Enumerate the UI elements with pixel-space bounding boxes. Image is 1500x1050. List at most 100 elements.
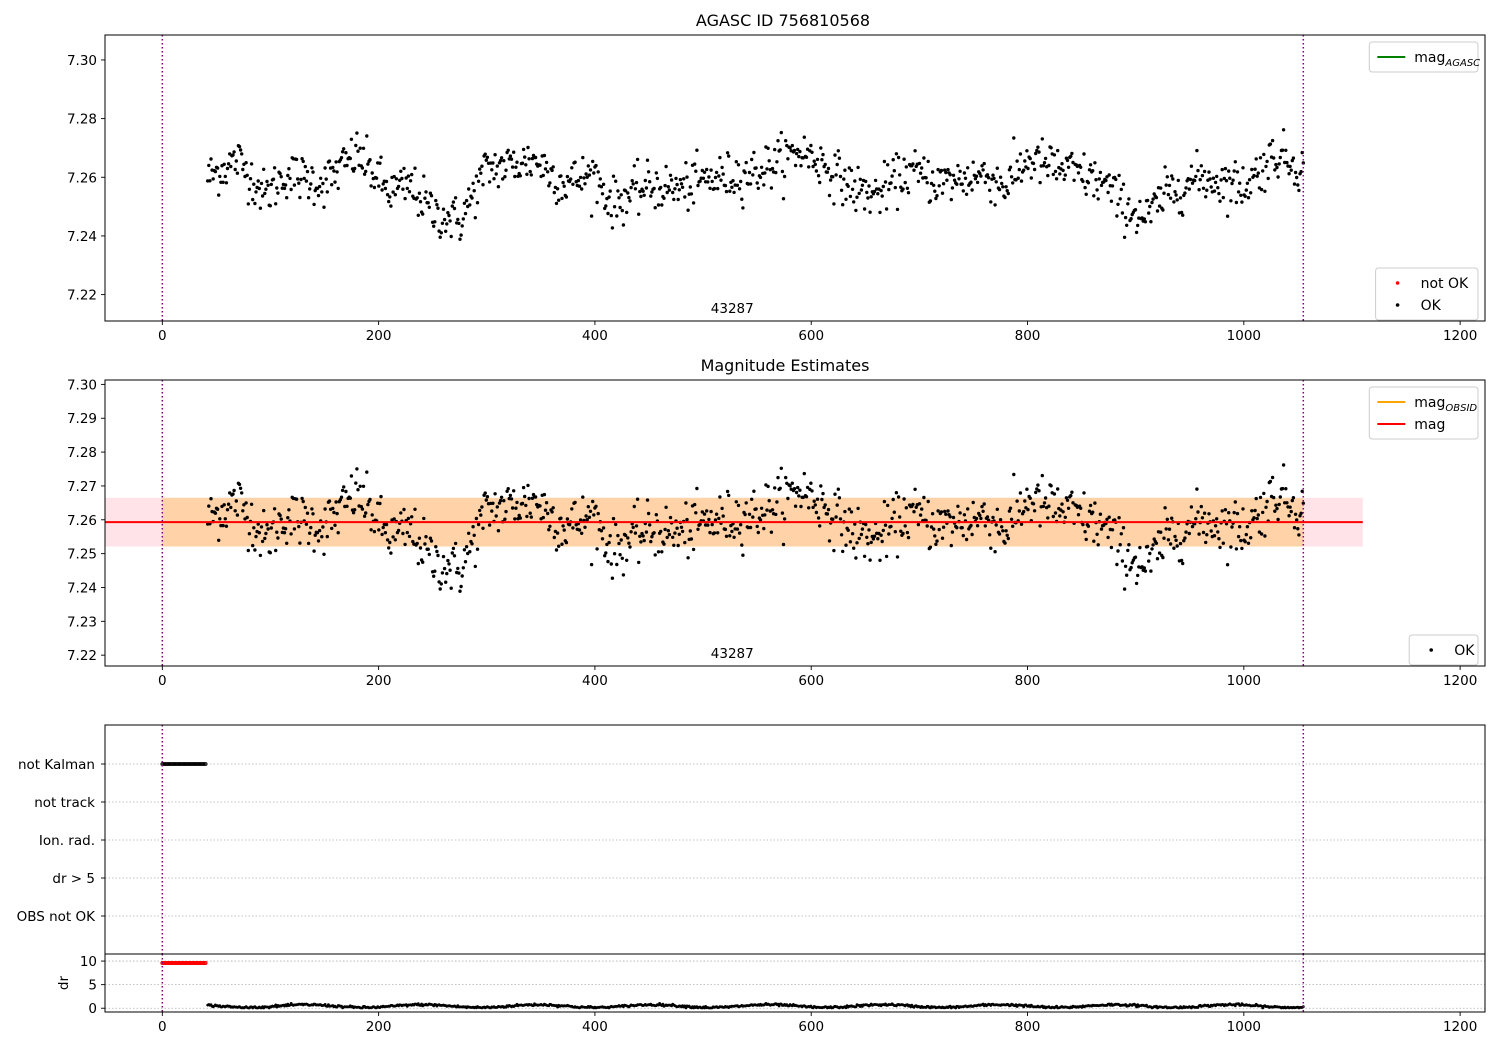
data-point [263, 191, 267, 196]
data-point [358, 146, 362, 150]
data-point [901, 531, 905, 536]
data-point [1201, 186, 1206, 190]
data-point [546, 170, 550, 174]
data-point [429, 194, 434, 198]
data-point [1270, 475, 1275, 480]
data-point [1181, 213, 1185, 217]
data-point [798, 149, 802, 154]
data-point [218, 517, 222, 521]
data-point [1087, 168, 1092, 172]
data-point [1079, 165, 1083, 169]
data-point [882, 159, 887, 164]
data-point [1043, 496, 1048, 500]
data-point [560, 542, 564, 546]
data-point [325, 190, 329, 194]
data-point [1023, 159, 1027, 163]
data-point [1220, 509, 1224, 513]
data-point [869, 195, 873, 199]
data-point [1201, 530, 1206, 535]
data-point [1263, 189, 1267, 193]
data-point [490, 509, 494, 513]
data-point [209, 157, 213, 161]
data-point [1092, 194, 1096, 198]
data-point [1222, 176, 1227, 181]
data-point [524, 503, 528, 508]
data-point [292, 183, 297, 187]
data-point [869, 540, 873, 545]
data-point [1272, 495, 1276, 500]
data-point [1065, 498, 1070, 502]
data-point [1189, 505, 1194, 509]
data-point [775, 500, 779, 504]
data-point [906, 535, 911, 540]
data-point [1119, 187, 1124, 192]
data-point [1126, 202, 1130, 206]
data-point [1261, 169, 1265, 173]
data-point [415, 196, 419, 200]
data-point [413, 166, 417, 170]
data-point [448, 219, 452, 223]
data-point [675, 182, 679, 187]
data-point [241, 167, 245, 172]
data-point [1171, 177, 1175, 181]
data-point [838, 174, 843, 179]
data-point [394, 177, 399, 181]
data-point [1106, 535, 1110, 540]
data-point [765, 167, 769, 171]
data-point [673, 187, 677, 191]
data-point [981, 509, 985, 513]
data-point [462, 201, 467, 205]
data-point [571, 182, 575, 186]
data-point [231, 492, 235, 496]
data-point [1127, 543, 1131, 547]
data-point [1200, 173, 1205, 178]
data-point [403, 542, 407, 547]
data-point [321, 181, 325, 186]
data-point [1003, 541, 1007, 545]
data-point [213, 511, 218, 515]
data-point [606, 559, 610, 564]
data-point [926, 499, 930, 504]
data-point [313, 533, 317, 537]
data-point [224, 524, 229, 528]
data-point [842, 177, 846, 181]
data-point [1280, 148, 1285, 152]
data-point [835, 162, 839, 167]
data-point [702, 170, 707, 174]
data-point [349, 474, 354, 478]
data-point [727, 154, 731, 158]
data-point [1190, 524, 1195, 529]
data-point [920, 507, 924, 511]
data-point [1277, 502, 1281, 507]
data-point [393, 193, 397, 197]
data-point [1252, 173, 1256, 178]
data-point [498, 158, 503, 163]
data-point [218, 174, 222, 179]
data-point [276, 536, 280, 540]
data-point [1250, 509, 1254, 513]
data-point [249, 162, 254, 166]
legend-point-swatch [1395, 303, 1400, 307]
data-point [911, 502, 915, 507]
data-point [665, 190, 669, 195]
data-point [1284, 148, 1288, 152]
data-point [1129, 217, 1133, 221]
data-point [389, 204, 393, 208]
data-point [1285, 501, 1289, 505]
data-point [740, 543, 744, 547]
data-point [322, 552, 326, 556]
data-point [992, 176, 996, 181]
data-point [1079, 506, 1083, 510]
data-point [945, 178, 949, 182]
data-point [520, 161, 525, 165]
data-point [1218, 545, 1222, 550]
data-point [1136, 223, 1140, 228]
data-point [680, 185, 685, 189]
data-point [857, 536, 861, 541]
data-point [603, 554, 607, 558]
data-point [275, 530, 279, 534]
data-point [831, 517, 835, 521]
data-point [1104, 178, 1108, 183]
data-point [509, 157, 514, 161]
